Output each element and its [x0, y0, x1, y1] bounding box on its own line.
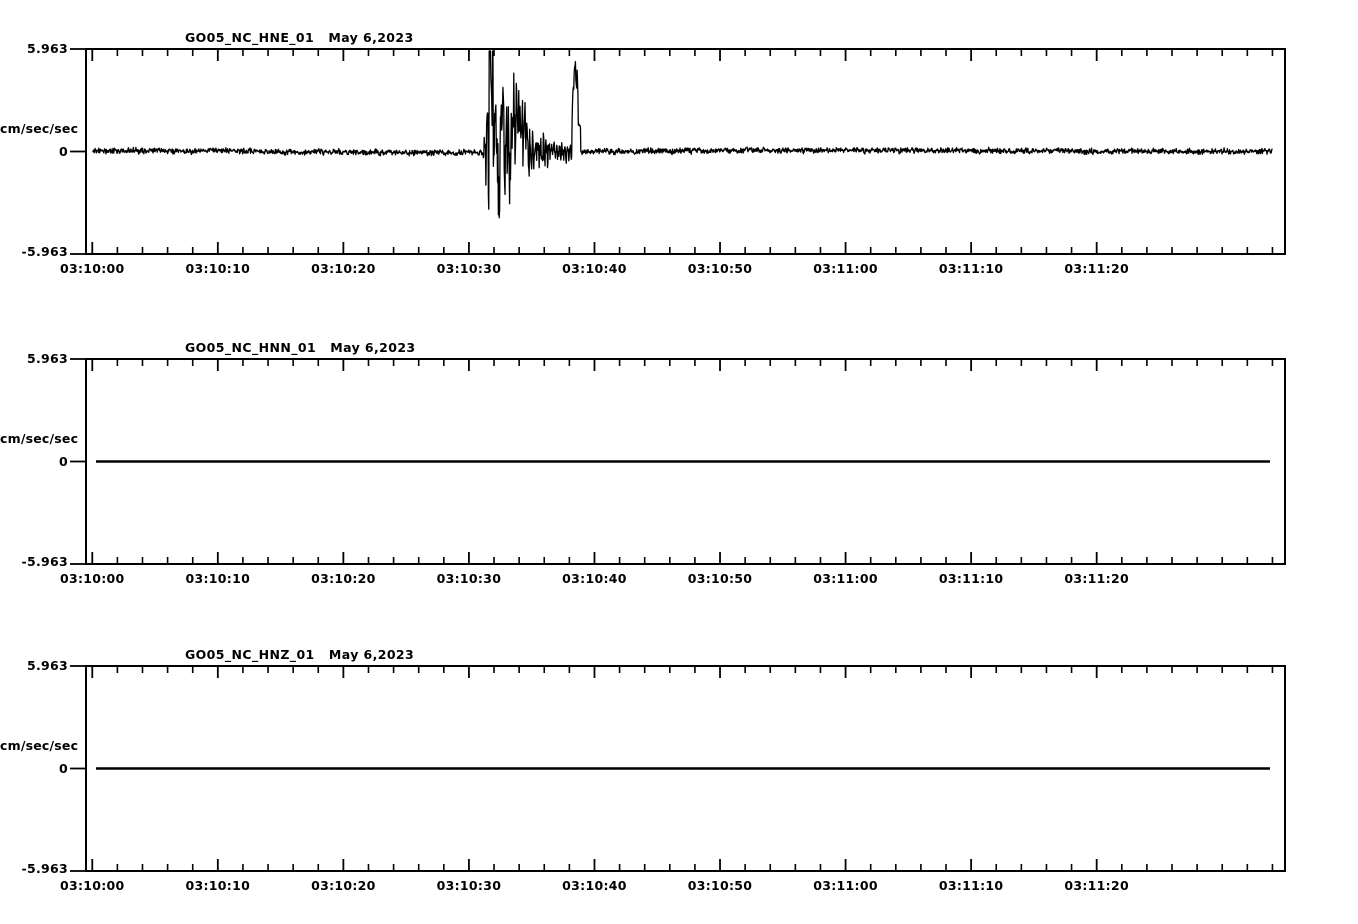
x-tick-label: 03:10:50 [687, 878, 753, 893]
panel-title-hnz: GO05_NC_HNZ_01 May 6,2023 [185, 647, 415, 662]
y-tick-top-hne: 5.963 [26, 41, 68, 56]
x-tick-label: 03:11:10 [938, 261, 1004, 276]
trace-panel-hnn: GO05_NC_HNN_01 May 6,2023 cm/sec/sec 5.9… [0, 307, 1358, 607]
x-tick-label: 03:10:00 [59, 878, 125, 893]
x-minor-ticks-hnn [116, 359, 1274, 564]
x-tick-label: 03:10:10 [185, 878, 251, 893]
x-tick-label: 03:10:50 [687, 571, 753, 586]
x-minor-ticks-hne [116, 49, 1274, 254]
y-tick-mid-hne: 0 [59, 144, 68, 159]
x-major-ticks-hnz [91, 666, 1098, 871]
panel-title-hnn: GO05_NC_HNN_01 May 6,2023 [185, 340, 416, 355]
y-axis-unit-label-hne: cm/sec/sec [0, 121, 79, 136]
x-minor-ticks-hnz [116, 666, 1274, 871]
y-ticks-hne [70, 48, 86, 255]
plot-area-hnn[interactable] [0, 307, 1358, 607]
plot-area-hne[interactable] [0, 0, 1358, 300]
trace-panel-hnz: GO05_NC_HNZ_01 May 6,2023 cm/sec/sec 5.9… [0, 613, 1358, 924]
x-tick-label: 03:10:00 [59, 571, 125, 586]
trace-panel-hne: GO05_NC_HNE_01 May 6,2023 cm/sec/sec 5.9… [0, 0, 1358, 300]
x-major-ticks-hne [91, 49, 1098, 254]
x-tick-label: 03:10:40 [562, 878, 627, 893]
y-tick-mid-hnn: 0 [59, 454, 68, 469]
plot-area-hnz[interactable] [0, 613, 1358, 924]
x-tick-label: 03:11:00 [813, 571, 878, 586]
y-axis-unit-label-hnz: cm/sec/sec [0, 738, 79, 753]
x-major-ticks-hnn [91, 359, 1098, 564]
x-tick-label: 03:11:00 [813, 878, 878, 893]
x-tick-label: 03:11:00 [813, 261, 878, 276]
x-tick-label: 03:10:10 [185, 571, 251, 586]
y-tick-top-hnn: 5.963 [26, 351, 68, 366]
y-axis-unit-label-hnn: cm/sec/sec [0, 431, 79, 446]
x-tick-label: 03:11:20 [1064, 261, 1129, 276]
y-tick-bottom-hnn: -5.963 [21, 554, 68, 569]
y-ticks-hnn [70, 358, 86, 565]
y-tick-bottom-hne: -5.963 [21, 244, 68, 259]
x-tick-label: 03:10:40 [562, 571, 627, 586]
x-tick-label: 03:11:10 [938, 571, 1004, 586]
x-tick-label: 03:10:40 [562, 261, 627, 276]
x-tick-label: 03:10:10 [185, 261, 251, 276]
x-tick-label: 03:10:20 [311, 261, 376, 276]
y-tick-bottom-hnz: -5.963 [21, 861, 68, 876]
panel-title-hne: GO05_NC_HNE_01 May 6,2023 [185, 30, 414, 45]
y-ticks-hnz [70, 665, 86, 872]
x-tick-label: 03:10:20 [311, 878, 376, 893]
y-tick-mid-hnz: 0 [59, 761, 68, 776]
x-tick-label: 03:11:10 [938, 878, 1004, 893]
x-tick-label: 03:10:20 [311, 571, 376, 586]
x-tick-label: 03:11:20 [1064, 878, 1129, 893]
y-tick-top-hnz: 5.963 [26, 658, 68, 673]
x-tick-label: 03:11:20 [1064, 571, 1129, 586]
x-tick-label: 03:10:00 [59, 261, 125, 276]
x-tick-label: 03:10:30 [436, 571, 502, 586]
x-tick-label: 03:10:30 [436, 878, 502, 893]
x-tick-label: 03:10:50 [687, 261, 753, 276]
x-tick-label: 03:10:30 [436, 261, 502, 276]
waveform-trace-hne [92, 50, 1273, 219]
